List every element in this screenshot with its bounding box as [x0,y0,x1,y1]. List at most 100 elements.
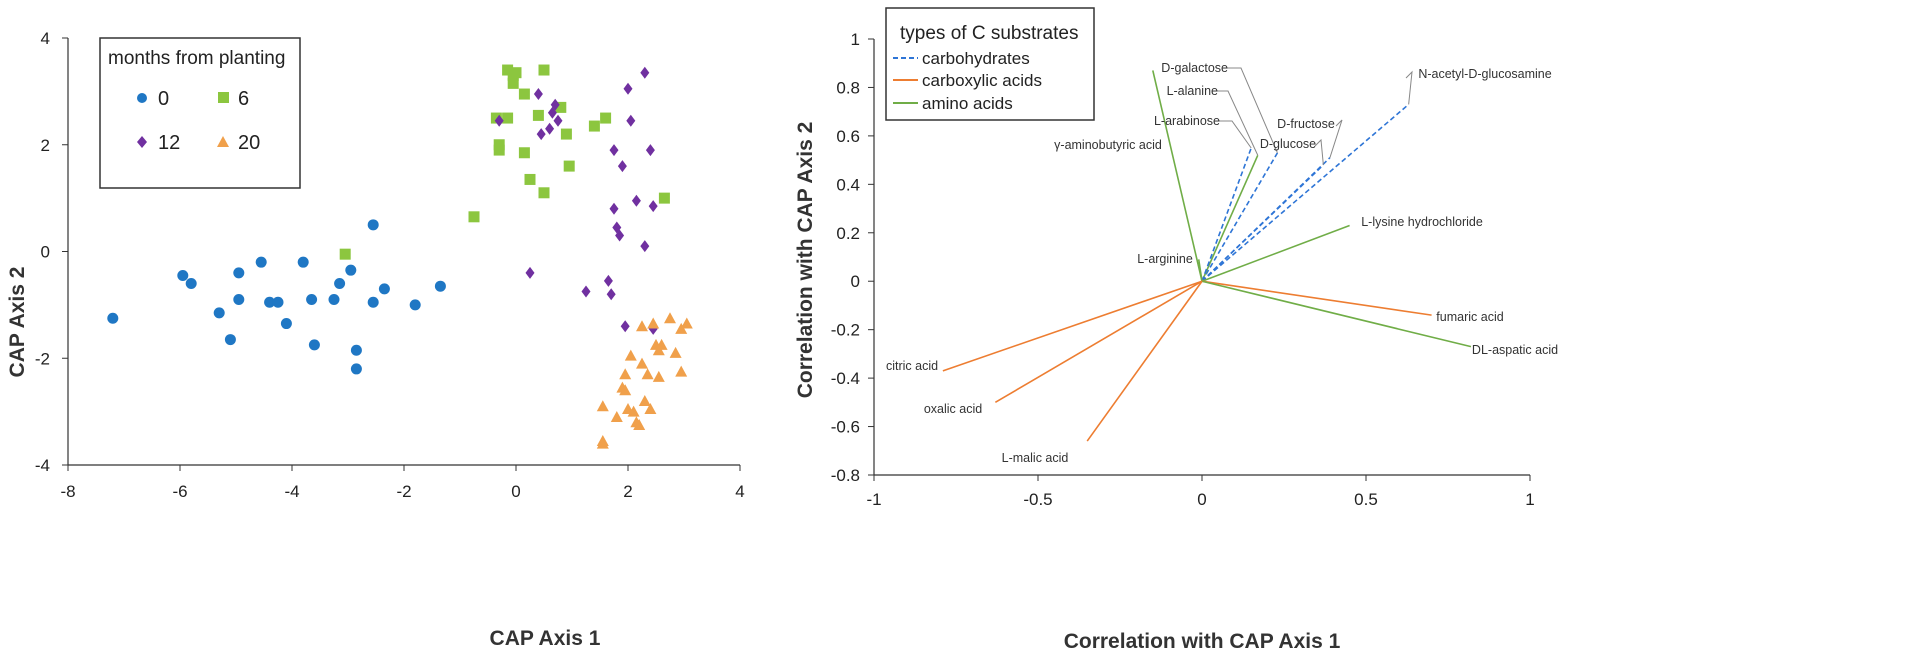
vector-label-l-arginine: L-arginine [1137,252,1193,266]
vector-label-citric-acid: citric acid [886,359,938,373]
legend-title-right: types of C substrates [900,23,1078,44]
point-month-6 [339,248,351,260]
x-tick-label-right: 0 [1197,490,1206,509]
legend-label-carbohydrates: carbohydrates [922,49,1030,68]
x-tick-label: -6 [172,482,187,501]
point-month-6 [524,173,536,185]
vector-label-fumaric-acid: fumaric acid [1436,310,1503,324]
point-month-0 [308,339,320,351]
x-tick-label: 2 [623,482,632,501]
vector-l-arginine [1197,259,1203,282]
legend-label-carboxylic: carboxylic acids [922,71,1042,90]
y-tick-label: -4 [35,456,50,475]
point-month-20 [619,384,632,396]
point-month-12 [550,98,560,111]
legend-entry-0: 0 [137,88,169,110]
y-tick-label-right: -0.6 [831,418,860,437]
vector-label-l-arabinose: L-arabinose [1154,114,1220,128]
y-tick-label: 4 [41,29,50,48]
point-month-0 [255,256,267,268]
point-month-20 [596,400,609,412]
point-month-20 [655,338,668,350]
vector-label-d-glucose: D-glucose [1260,137,1316,151]
point-month-6 [658,192,670,204]
x-tick-label: 4 [735,482,744,501]
vector-d-galactose [1201,152,1279,282]
point-month-6 [502,112,514,124]
point-month-6 [518,88,530,100]
point-month-0 [345,264,357,276]
y-tick-label-right: 0.2 [836,224,860,243]
point-month-12 [623,82,633,95]
point-month-0 [434,280,446,292]
legend-marker-0 [137,93,147,103]
x-tick-label: -8 [60,482,75,501]
point-month-12 [545,122,555,135]
vector-label-oxalic-acid: oxalic acid [924,402,982,416]
point-month-12 [606,288,616,301]
vector-fumaric-acid [1201,280,1432,316]
point-month-20 [669,346,682,358]
vector-l-malic-acid [1086,280,1203,442]
point-month-20 [638,394,651,406]
legend-entry-amino: amino acids [893,94,1013,113]
point-month-12 [617,160,627,173]
point-month-20 [619,368,632,380]
x-tick-label-right: -1 [866,490,881,509]
legend-entry-20: 20 [217,132,260,154]
y-tick-label-right: 0.8 [836,78,860,97]
vector-chart: -1 -0.5 0 0.5 1 -0.8 -0.6 -0.4 -0.2 0 0.2 0.4 0.6 0.8… [794,7,1558,653]
legend-marker-6 [218,92,229,103]
point-month-12 [609,202,619,215]
point-month-0 [378,283,390,295]
point-month-0 [334,278,346,290]
legend-label-0: 0 [158,88,169,110]
vector-d-glucose [1201,164,1324,282]
point-month-12 [581,285,591,298]
y-tick-label: 2 [41,136,50,155]
x-tick-label: -4 [284,482,299,501]
point-month-0 [177,270,189,282]
vector-label-aminobutyric-acid: γ-aminobutyric acid [1054,138,1162,152]
y-tick-label-right: -0.8 [831,466,860,485]
point-month-20 [664,312,676,324]
point-month-0 [272,296,284,308]
x-axis-label: CAP Axis 1 [490,627,601,650]
point-month-20 [596,437,609,449]
point-month-6 [555,101,567,113]
leader-l-alanine [1212,90,1259,156]
vector-label-dl-aspatic-acid: DL-aspatic acid [1472,343,1558,357]
point-month-6 [538,187,550,199]
vector-label-n-acetyl-d-glucosamine: N-acetyl-D-glucosamine [1418,67,1551,81]
legend-entry-6: 6 [218,88,249,110]
legend-substrates: types of C substrates carbohydrates carb… [885,7,1095,121]
vector-l-alanine [1201,154,1259,282]
point-month-0 [306,294,318,306]
leader-l-arabinose [1214,120,1252,149]
y-tick-label-right: 0 [851,272,860,291]
point-month-12 [525,266,535,279]
point-month-20 [610,410,623,422]
vector-dl-aspatic-acid [1201,280,1472,348]
point-month-12 [640,240,650,253]
vector-aminobutyric-acid [1152,70,1203,282]
legend-label-6: 6 [238,88,249,110]
scatter-chart: -8 -6 -4 -2 0 2 4 -4 -2 0 2 4 CAP Axis 1 CAP Axis 2… [6,29,745,650]
y-tick-label: -2 [35,349,50,368]
y-tick-label-right: 1 [851,30,860,49]
point-month-6 [600,112,612,124]
point-month-0 [233,294,245,306]
legend-marker-20 [217,136,229,147]
point-month-0 [233,267,245,279]
point-month-6 [493,139,505,151]
point-month-0 [224,334,236,346]
point-month-12 [645,144,655,157]
point-month-20 [652,370,665,382]
legend-marker-12 [137,136,147,148]
point-month-6 [507,77,519,89]
point-month-0 [280,318,292,330]
y-tick-label-right: 0.6 [836,127,860,146]
legend-entry-carboxylic: carboxylic acids [893,71,1042,90]
point-month-20 [636,320,648,332]
